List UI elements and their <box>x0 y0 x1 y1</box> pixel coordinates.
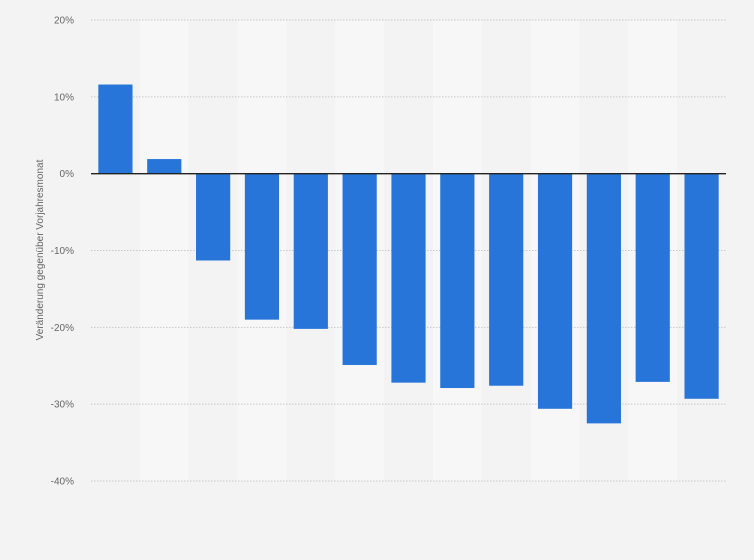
bar[interactable] <box>635 173 670 382</box>
y-axis-title: Veränderung gegenüber Vorjahresmonat <box>35 159 46 340</box>
bar[interactable] <box>196 173 231 261</box>
bar[interactable] <box>98 84 133 174</box>
y-tick-label: 10% <box>54 92 74 103</box>
bar[interactable] <box>342 173 377 365</box>
bar[interactable] <box>293 173 328 329</box>
y-tick-label: 20% <box>54 16 74 27</box>
bar[interactable] <box>684 173 719 399</box>
bar[interactable] <box>147 159 182 174</box>
bar[interactable] <box>537 173 573 409</box>
y-axis-ticks: 20% 10% 0% -10% -20% -30% -40% <box>51 16 74 488</box>
bar[interactable] <box>440 173 475 389</box>
bar[interactable] <box>244 173 280 320</box>
y-tick-label: 0% <box>60 169 75 180</box>
bar[interactable] <box>489 173 524 386</box>
y-tick-label: -40% <box>51 477 74 488</box>
bar[interactable] <box>586 173 621 424</box>
bars <box>98 84 719 424</box>
y-tick-label: -30% <box>51 400 74 411</box>
y-tick-label: -10% <box>51 246 74 257</box>
bar[interactable] <box>391 173 426 383</box>
y-tick-label: -20% <box>51 323 74 334</box>
